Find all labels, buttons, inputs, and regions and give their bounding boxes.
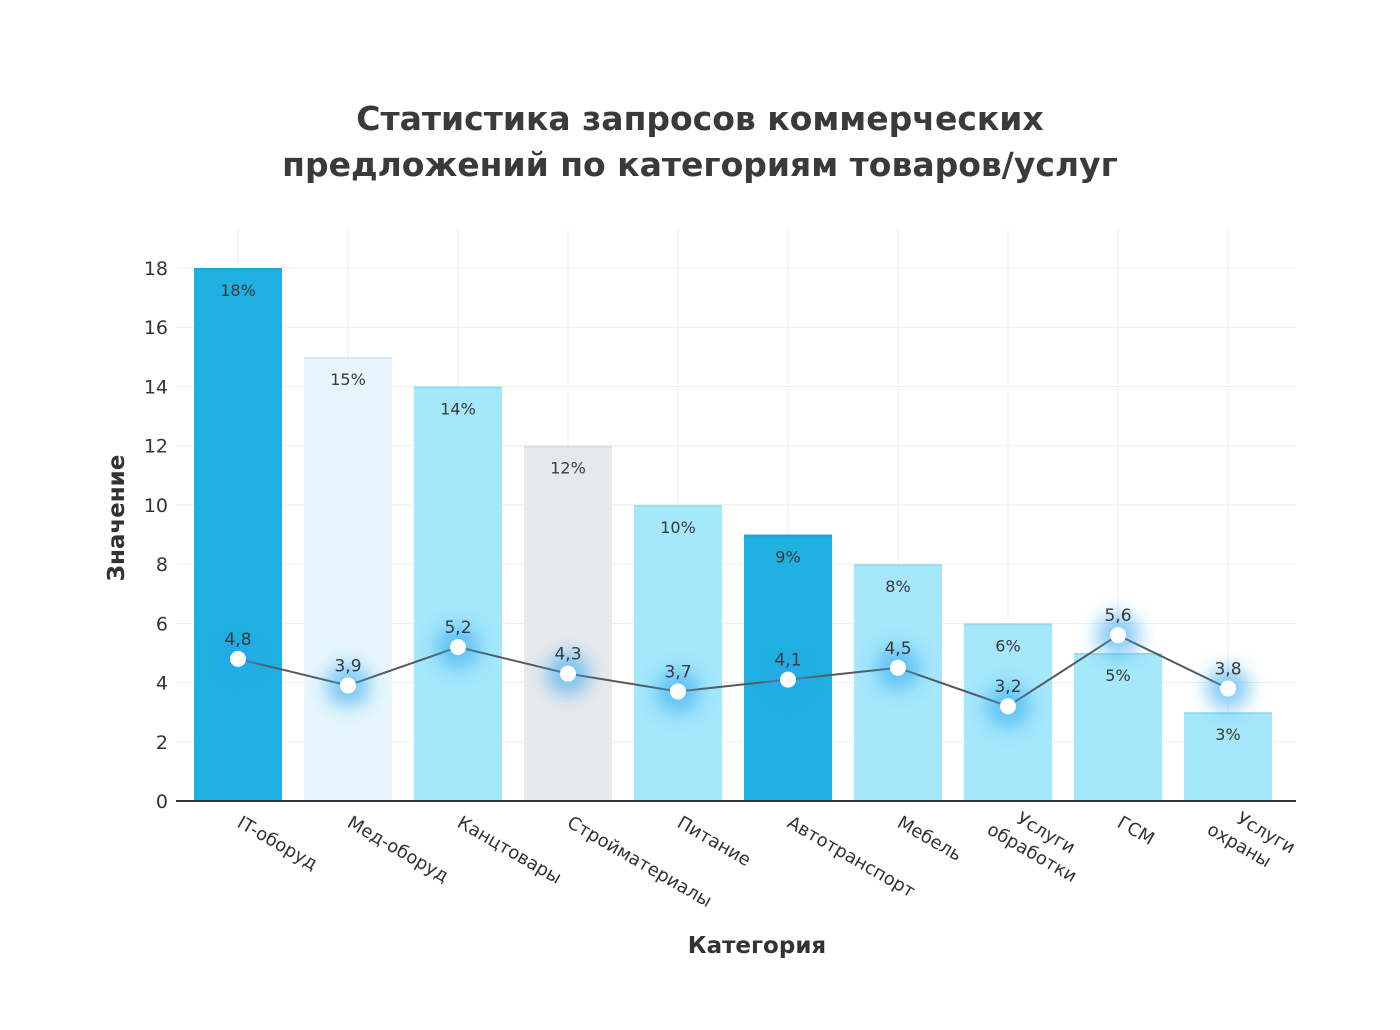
bar-value-label: 8% (885, 577, 910, 596)
bar-value-label: 5% (1105, 666, 1130, 685)
chart-title-line-1: Статистика запросов коммерческих (356, 99, 1044, 138)
bar (1184, 712, 1272, 801)
y-tick-label: 14 (144, 376, 168, 398)
bar-value-label: 12% (550, 459, 586, 478)
bars-group: 18% 15% 14% 12% 10% 9% 8% 6% 5% 3% (194, 268, 1272, 801)
x-tick-label-line: Питание (674, 812, 755, 871)
line-point (230, 650, 246, 667)
line-point-label: 4,8 (224, 630, 251, 650)
x-tick-label: IT-оборуд (234, 812, 321, 875)
bar-value-label: 18% (220, 281, 256, 300)
x-tick-label: Канцтовары (454, 812, 565, 888)
line-point-label: 3,8 (1214, 659, 1241, 679)
x-tick-label: Услугиобработки (983, 798, 1092, 887)
bar (634, 504, 722, 801)
bar-value-label: 9% (775, 548, 800, 567)
line-point (450, 639, 466, 656)
y-tick-label: 16 (144, 317, 168, 339)
line-point-label: 3,2 (994, 677, 1021, 697)
bar-value-label: 3% (1215, 725, 1240, 744)
line-point-label: 3,9 (334, 657, 361, 677)
y-tick-label: 8 (156, 554, 168, 576)
line-point (670, 683, 686, 700)
x-tick-label-line: Канцтовары (454, 812, 565, 888)
line-point (1220, 680, 1236, 697)
line-series-path (237, 634, 1229, 708)
line-point-label: 3,7 (664, 662, 691, 682)
y-tick-label: 10 (144, 495, 168, 517)
x-tick-label: Мебель (894, 812, 966, 866)
x-axis-title: Категория (688, 933, 826, 959)
line-point-label: 5,2 (444, 618, 471, 638)
line-point (890, 659, 906, 676)
bar-value-label: 15% (330, 370, 366, 389)
x-tick-label-line: Мед-оборуд (344, 812, 453, 887)
bar (1074, 652, 1162, 801)
bar (194, 268, 282, 801)
line-point (780, 671, 796, 688)
x-tick-label: Мед-оборуд (344, 812, 453, 887)
x-tick-label: Питание (674, 812, 755, 871)
bar-value-label: 6% (995, 636, 1020, 655)
line-point-label: 5,6 (1104, 606, 1131, 626)
line-series-group: 4,8 3,9 5,2 4,3 3,7 4,1 4,5 3,2 5,6 3,8 (216, 606, 1250, 729)
line-point-label: 4,3 (554, 645, 581, 665)
x-tick-label-line: Мебель (894, 812, 966, 866)
y-tick-label: 12 (144, 436, 168, 458)
y-tick-label: 2 (156, 732, 168, 754)
line-point (1110, 627, 1126, 644)
x-tick-label: ГСМ (1114, 812, 1158, 850)
y-tick-label: 18 (144, 258, 168, 280)
chart-title-line-2: предложений по категориям товаров/услуг (282, 145, 1118, 184)
x-tick-label-line: ГСМ (1114, 812, 1158, 850)
line-point-label: 4,1 (774, 651, 801, 671)
line-point (340, 677, 356, 694)
bar-value-label: 14% (440, 399, 476, 418)
y-axis-title: Значение (104, 455, 130, 582)
x-tick-label: Услугиохраны (1203, 798, 1298, 879)
chart-title: Статистика запросов коммерческих предлож… (0, 96, 1400, 188)
line-point-label: 4,5 (884, 639, 911, 659)
bar (414, 386, 502, 801)
bar (524, 445, 612, 801)
line-point (560, 665, 576, 682)
y-tick-label: 6 (156, 613, 168, 635)
line-point (1000, 698, 1016, 715)
y-tick-label: 4 (156, 673, 168, 695)
bar-value-label: 10% (660, 518, 696, 537)
x-tick-label-line: IT-оборуд (234, 812, 321, 875)
y-tick-label: 0 (156, 791, 168, 813)
bar (304, 356, 392, 801)
